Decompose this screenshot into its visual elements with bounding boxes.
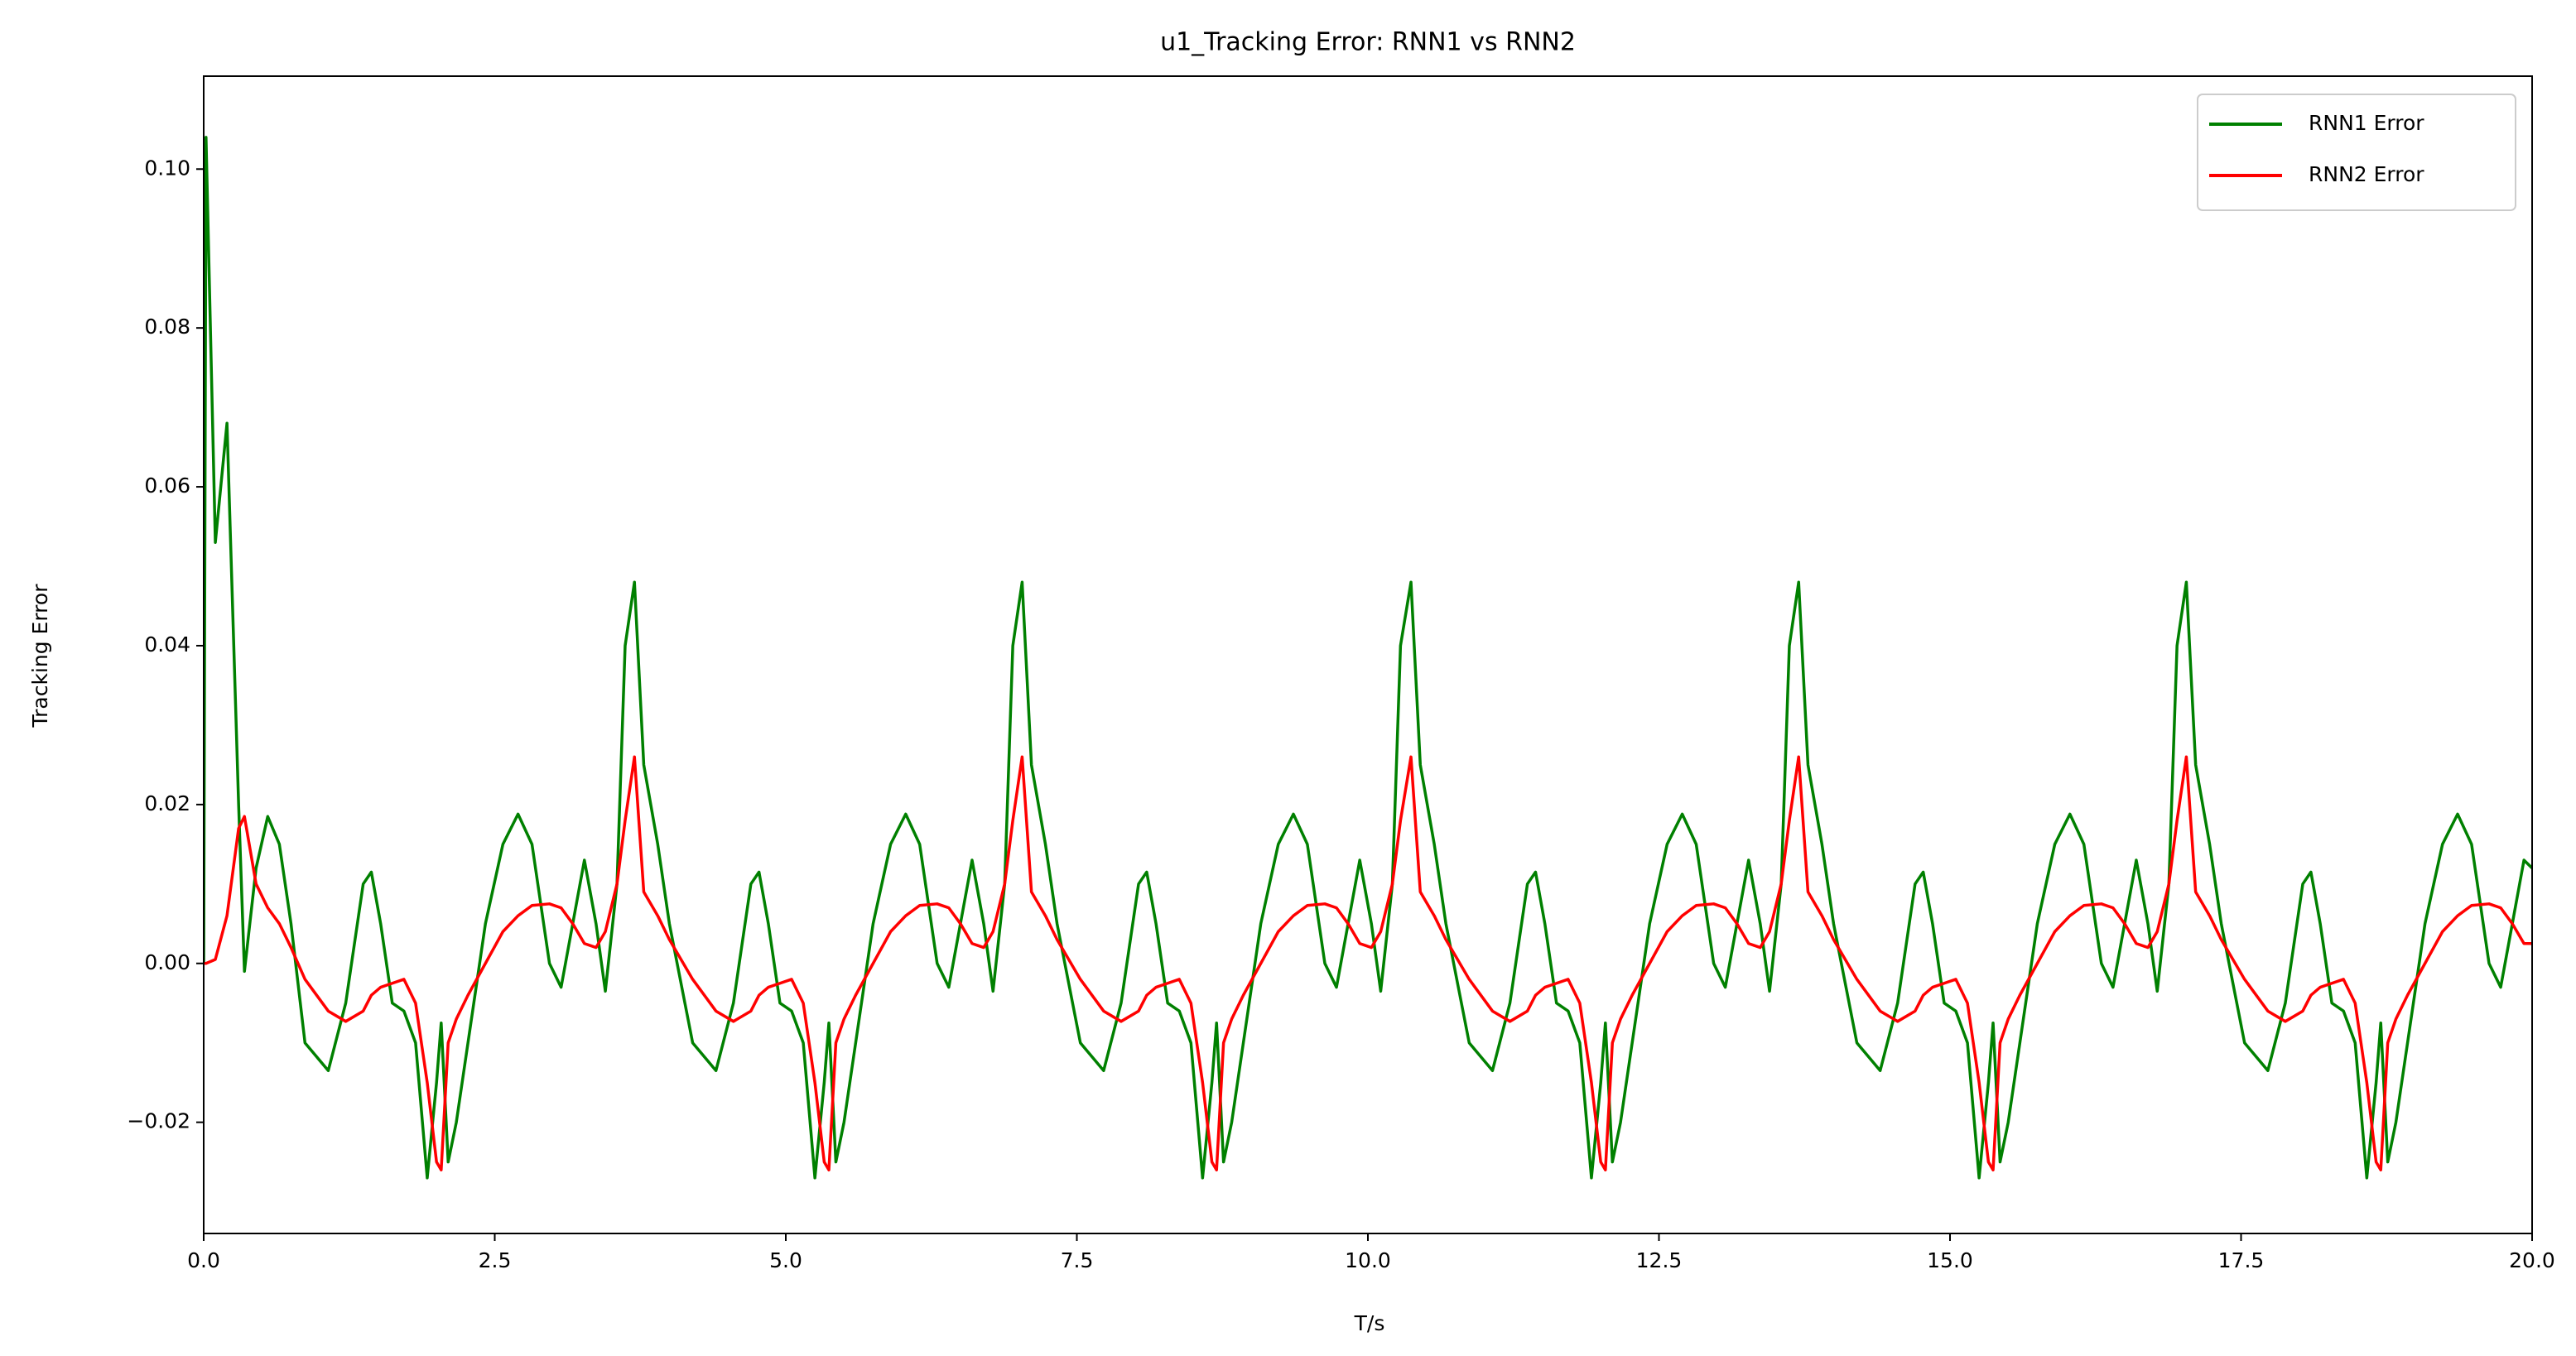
x-tick-label: 2.5 [479,1248,512,1272]
y-tick-label: 0.06 [144,474,190,498]
x-axis-label: T/s [1354,1311,1385,1335]
plot-frame [203,75,2533,1234]
x-tick-label: 0.0 [187,1248,220,1272]
y-axis-label: Tracking Error [28,584,52,728]
x-tick-label: 15.0 [1927,1248,1973,1272]
y-tick-label: 0.10 [144,156,190,180]
legend-label: RNN1 Error [2309,111,2424,135]
series-line [204,136,2532,1180]
x-tick-label: 12.5 [1636,1248,1683,1272]
series-line [204,755,2532,1171]
y-tick-label: 0.04 [144,632,190,656]
x-tick-label: 20.0 [2509,1248,2555,1272]
y-tick-label: 0.02 [144,791,190,815]
y-tick-label: 0.00 [144,950,190,974]
legend-label: RNN2 Error [2309,162,2424,186]
y-tick-label: −0.02 [127,1109,190,1133]
x-tick-label: 10.0 [1345,1248,1391,1272]
x-tick-label: 7.5 [1061,1248,1094,1272]
y-tick-label: 0.08 [144,315,190,339]
x-tick-label: 17.5 [2218,1248,2265,1272]
x-tick-label: 5.0 [769,1248,802,1272]
legend: RNN1 Error RNN2 Error [2197,94,2516,211]
chart-title: u1_Tracking Error: RNN1 vs RNN2 [1160,28,1576,57]
